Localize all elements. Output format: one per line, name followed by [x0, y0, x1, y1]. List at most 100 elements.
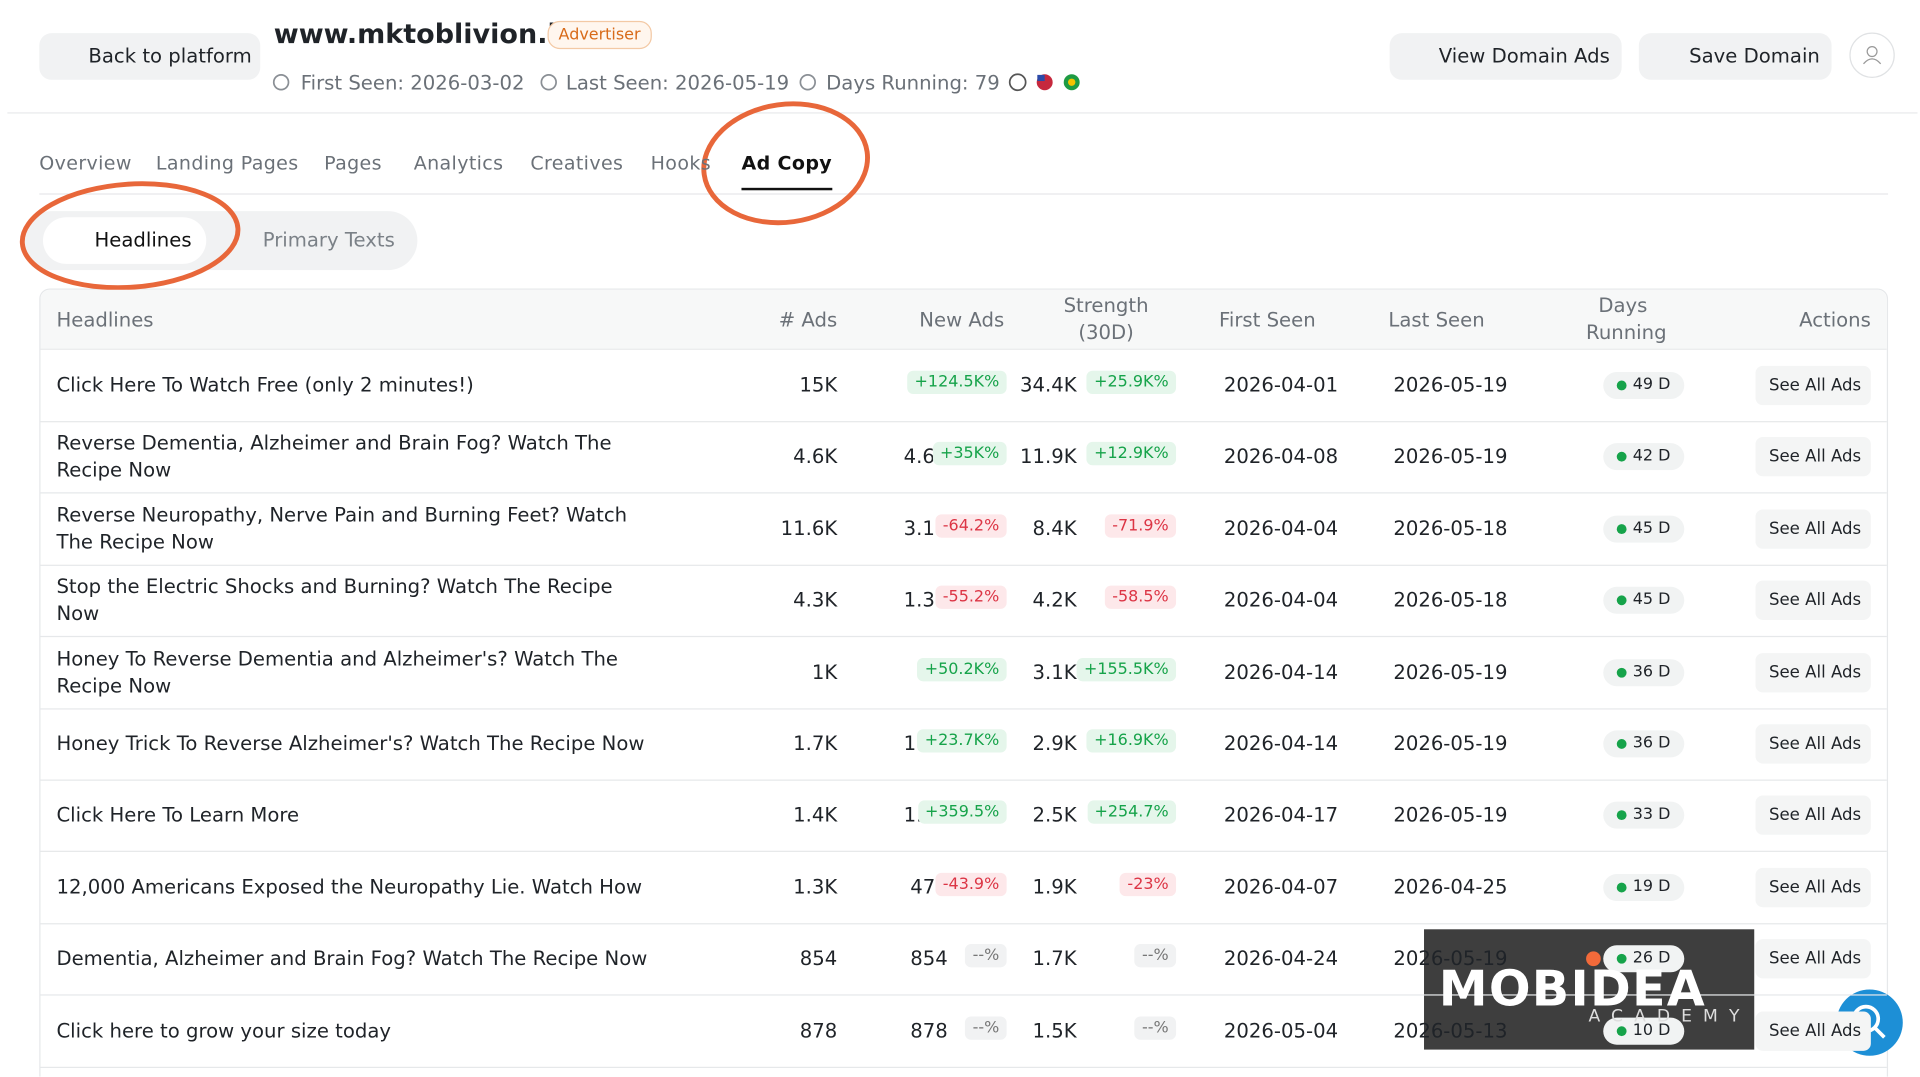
change-badge: -55.2% — [935, 585, 1007, 610]
first-seen-cell: 2026-04-01 — [1223, 373, 1339, 397]
column-header: Days Running — [1586, 293, 1667, 344]
days-value: 33 D — [1632, 805, 1671, 825]
status-dot — [1616, 380, 1627, 391]
row-divider — [40, 994, 1887, 996]
change-badge: +35K% — [932, 442, 1007, 466]
days-value: 26 D — [1632, 949, 1671, 968]
advertiser-badge: Advertiser — [547, 20, 652, 50]
row-divider — [40, 421, 1887, 423]
last-seen-cell: 2026-05-18 — [1393, 516, 1508, 540]
tab[interactable]: Creatives — [530, 152, 624, 175]
tab[interactable]: Hooks — [650, 152, 712, 175]
row-divider — [40, 1066, 1887, 1068]
days-value: 10 D — [1632, 1020, 1671, 1040]
change-badge: -43.9% — [935, 872, 1007, 896]
action-button[interactable]: See All Ads — [1755, 1011, 1871, 1051]
action-button[interactable]: See All Ads — [1755, 365, 1871, 406]
action-button[interactable]: See All Ads — [1755, 724, 1871, 764]
change-badge: +155.5K% — [1076, 657, 1177, 681]
days-pill: 45 D — [1603, 587, 1685, 615]
domain-title: www.mktoblivion.lat — [273, 19, 588, 51]
action-label: See All Ads — [1768, 1020, 1862, 1041]
action-button[interactable]: See All Ads — [1755, 939, 1871, 979]
action-button[interactable]: See All Ads — [1755, 652, 1871, 692]
days-pill: 10 D — [1603, 1017, 1685, 1045]
action-button[interactable]: See All Ads — [1755, 795, 1871, 836]
subtab[interactable]: Primary Texts — [262, 228, 395, 252]
status-dot — [1616, 810, 1627, 821]
cell: 2.9K — [1032, 731, 1077, 755]
cell: 1K — [811, 659, 838, 684]
action-label: See All Ads — [1768, 877, 1862, 898]
cell: 8.4K — [1032, 516, 1077, 540]
last-seen-cell: 2026-05-13 — [1393, 1018, 1508, 1042]
row-divider — [40, 707, 1887, 710]
cell: 11.9K — [1019, 444, 1077, 469]
tab[interactable]: Analytics — [413, 152, 504, 175]
column-header: New Ads — [919, 308, 1005, 332]
cell: 4.2K — [1032, 588, 1077, 612]
action-button[interactable]: See All Ads — [1755, 437, 1871, 477]
change-badge: +23.7K% — [917, 729, 1007, 753]
last-seen-cell: 2026-05-19 — [1393, 731, 1508, 755]
header-button[interactable]: View Domain Ads — [1389, 33, 1622, 80]
first-seen-cell: 2026-04-14 — [1223, 731, 1339, 755]
row-divider — [40, 564, 1887, 566]
cell: 34.4K — [1019, 373, 1077, 397]
days-pill: 42 D — [1603, 443, 1685, 471]
headline: Reverse Neuropathy, Nerve Pain and Burni… — [56, 503, 628, 554]
headline: Click Here To Learn More — [56, 803, 300, 827]
change-badge: --% — [1134, 1015, 1177, 1040]
header-button[interactable]: Save Domain — [1638, 33, 1832, 80]
first-seen-cell: 2026-04-04 — [1223, 588, 1339, 612]
back-button[interactable]: Back to platform — [39, 33, 261, 80]
row-divider — [40, 779, 1887, 781]
first-seen-cell: 2026-04-08 — [1223, 444, 1339, 469]
change-badge: +254.7% — [1087, 800, 1177, 825]
change-badge: --% — [965, 1015, 1007, 1040]
headline: 12,000 Americans Exposed the Neuropathy … — [56, 875, 643, 899]
table-header-bg — [40, 289, 1887, 350]
column-header: Actions — [1799, 308, 1871, 332]
change-badge: +359.5% — [917, 800, 1007, 825]
tab[interactable]: Ad Copy — [741, 152, 833, 191]
days-pill: 33 D — [1603, 802, 1685, 830]
cell: 854 — [799, 946, 838, 971]
action-label: See All Ads — [1768, 805, 1862, 826]
days-pill: 26 D — [1603, 945, 1685, 973]
tab[interactable]: Landing Pages — [155, 152, 299, 175]
first-seen-cell: 2026-04-24 — [1223, 946, 1339, 971]
headline: Click Here To Watch Free (only 2 minutes… — [56, 373, 474, 397]
status-dot — [1616, 882, 1627, 893]
tab[interactable]: Overview — [39, 152, 132, 175]
cell: 15K — [799, 373, 838, 397]
header-button-label: Save Domain — [1689, 44, 1820, 68]
cell: 1.5K — [1032, 1018, 1077, 1042]
first-seen: First Seen: 2026-03-02 — [300, 71, 525, 95]
status-dot — [1616, 1025, 1627, 1036]
change-badge: +12.9K% — [1086, 442, 1177, 466]
cell: 1.9K — [1032, 875, 1077, 899]
days-value: 45 D — [1632, 590, 1671, 610]
first-seen-cell: 2026-04-07 — [1223, 875, 1339, 899]
action-button[interactable]: See All Ads — [1755, 509, 1871, 549]
action-button[interactable]: See All Ads — [1755, 867, 1871, 907]
headline: Dementia, Alzheimer and Brain Fog? Watch… — [56, 946, 648, 971]
cell: 878 — [910, 1018, 948, 1042]
change-badge: -64.2% — [935, 514, 1007, 538]
action-label: See All Ads — [1768, 375, 1862, 396]
days-value: 42 D — [1632, 447, 1671, 466]
action-button[interactable]: See All Ads — [1755, 580, 1871, 621]
change-badge: +124.5K% — [907, 370, 1007, 395]
days-value: 36 D — [1632, 662, 1671, 681]
change-badge: -58.5% — [1104, 585, 1177, 610]
action-label: See All Ads — [1768, 949, 1862, 969]
subtab[interactable]: Headlines — [94, 228, 192, 252]
tab[interactable]: Pages — [324, 152, 382, 175]
cell: 1.3K — [793, 875, 838, 899]
headline: Honey Trick To Reverse Alzheimer's? Watc… — [56, 731, 645, 755]
cell: 11.6K — [780, 516, 838, 540]
first-seen-cell: 2026-05-04 — [1223, 1018, 1339, 1042]
